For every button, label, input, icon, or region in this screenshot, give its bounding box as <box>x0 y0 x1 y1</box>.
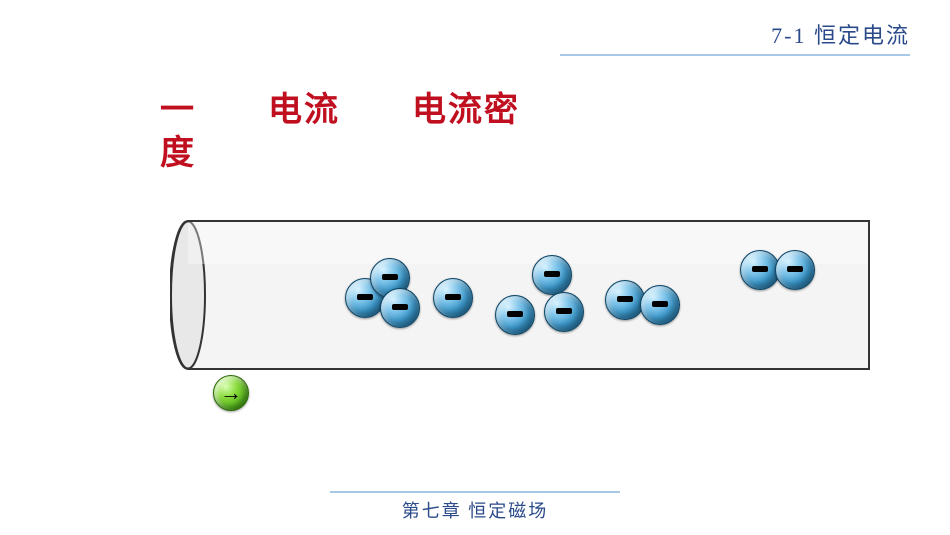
header-section: 7-1 恒定电流 <box>560 18 910 56</box>
title-line-1: 一 电流 电流密 <box>160 90 660 133</box>
diagram-area: → <box>170 220 870 390</box>
footer-section: 第七章 恒定磁场 <box>330 491 620 523</box>
title-line-2: 度 <box>160 133 660 176</box>
electron <box>740 250 780 290</box>
electron <box>640 285 680 325</box>
electron <box>433 278 473 318</box>
header-underline <box>560 54 910 56</box>
electron <box>544 292 584 332</box>
arrow-right-icon: → <box>220 380 242 406</box>
electron <box>775 250 815 290</box>
footer-label: 第七章 恒定磁场 <box>330 497 620 523</box>
electron <box>532 255 572 295</box>
electron <box>605 280 645 320</box>
play-button[interactable]: → <box>213 375 249 411</box>
header-label: 7-1 恒定电流 <box>560 18 910 50</box>
title-block: 一 电流 电流密 度 <box>160 90 660 175</box>
footer-overline <box>330 491 620 493</box>
electron <box>380 288 420 328</box>
electron <box>495 295 535 335</box>
